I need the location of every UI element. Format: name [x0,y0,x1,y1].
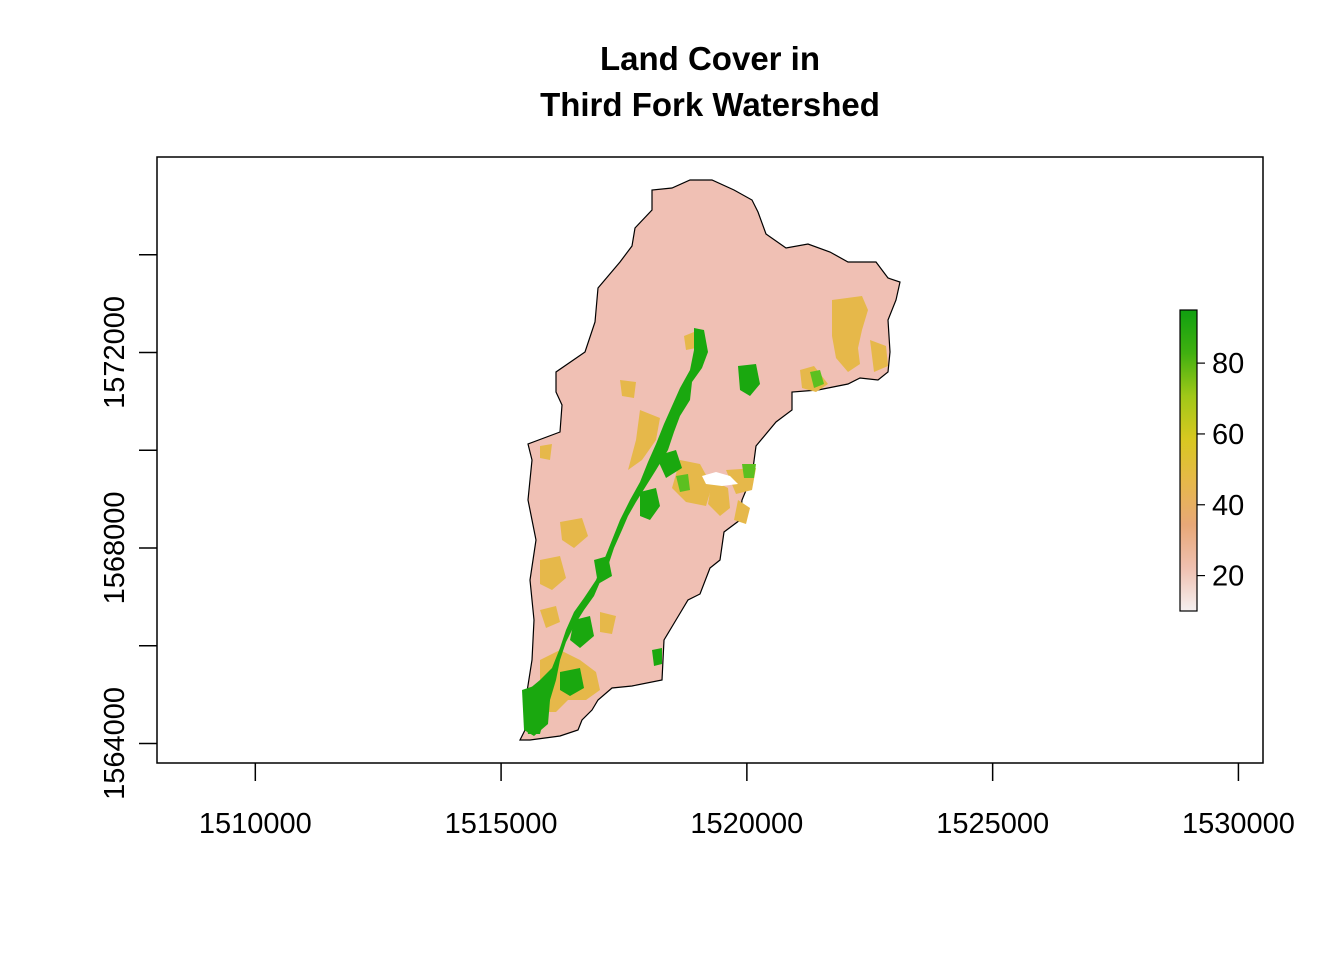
watershed-raster [519,179,901,741]
legend-tick-label: 80 [1212,348,1244,380]
title-line-2: Third Fork Watershed [540,86,880,123]
x-tick-label: 1520000 [690,808,803,840]
title-line-1: Land Cover in [599,40,821,77]
legend-tick-label: 60 [1212,419,1244,451]
forest-patches [522,328,760,736]
legend-tick-label: 40 [1212,490,1244,522]
light-forest-patches [676,370,824,492]
y-tick-label: 1564000 [99,687,131,800]
legend: 20 40 60 80 [1179,309,1244,612]
legend-color-bar [1179,309,1198,612]
y-tick-label: 1568000 [99,492,131,605]
x-axis: 1510000 1515000 1520000 1525000 1530000 [199,763,1295,840]
legend-tick-label: 20 [1212,561,1244,593]
map-title: Land Cover in Third Fork Watershed [0,36,1344,128]
x-tick-label: 1510000 [199,808,312,840]
plot-frame [156,156,1264,764]
white-patch [702,472,738,486]
x-tick-label: 1530000 [1182,808,1295,840]
watershed-land-cover [519,179,901,741]
y-axis: 1564000 1568000 1572000 [99,253,157,800]
y-tick-label: 1572000 [99,296,131,409]
x-tick-label: 1525000 [936,808,1049,840]
x-tick-label: 1515000 [445,808,558,840]
